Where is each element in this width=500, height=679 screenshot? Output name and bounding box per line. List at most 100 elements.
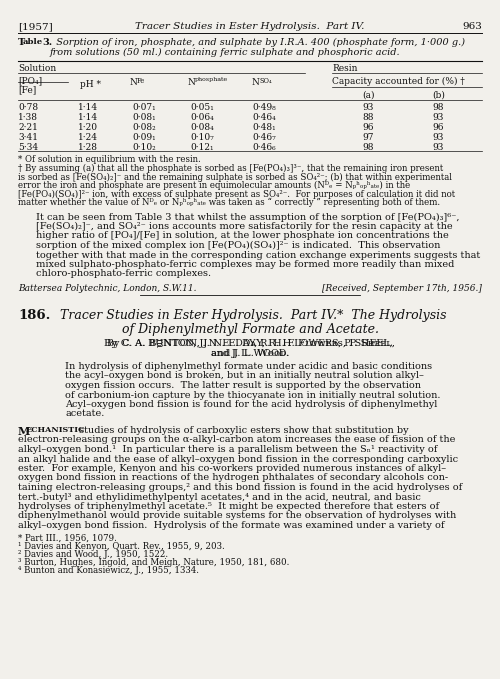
Text: and J. L. Wᴏᴏᴅ.: and J. L. Wᴏᴏᴅ. [211,349,289,358]
Text: It can be seen from Table 3 that whilst the assumption of the sorption of [Fe(PO: It can be seen from Table 3 that whilst … [36,213,460,221]
Text: taining electron-releasing groups,² and this bond fission is found in the acid h: taining electron-releasing groups,² and … [18,483,462,492]
Text: 98: 98 [432,103,444,112]
Text: 1·20: 1·20 [78,123,98,132]
Text: [Fe(PO₄)(SO₄)]²⁻ ion, with excess of sulphate present as SO₄²⁻.  For purposes of: [Fe(PO₄)(SO₄)]²⁻ ion, with excess of sul… [18,189,455,199]
Text: sorption of the mixed complex ion [Fe(PO₄)(SO₄)]²⁻ is indicated.  This observati: sorption of the mixed complex ion [Fe(PO… [36,241,440,250]
Text: 93: 93 [432,133,444,142]
Text: 93: 93 [432,143,444,152]
Text: By C. A. BUNTON, J. N. E. DAY, R. H. FLOWERS, P. SHEEL,: By C. A. BUNTON, J. N. E. DAY, R. H. FLO… [107,339,393,348]
Text: Sorption of iron, phosphate, and sulphate by I.R.A. 400 (phosphate form, 1·000 g: Sorption of iron, phosphate, and sulphat… [50,38,465,47]
Text: phosphate: phosphate [195,77,228,82]
Text: ² Davies and Wood, J., 1950, 1522.: ² Davies and Wood, J., 1950, 1522. [18,550,168,559]
Text: 0·48₁: 0·48₁ [252,123,276,132]
Text: is sorbed as [Fe(SO₄)₂]⁻ and the remaining sulphate is sorbed as SO₄²⁻; (b) that: is sorbed as [Fe(SO₄)₂]⁻ and the remaini… [18,172,452,181]
Text: 1·14: 1·14 [78,103,98,112]
Text: able: able [22,38,42,46]
Text: from solutions (50 ml.) containing ferric sulphate and phosphoric acid.: from solutions (50 ml.) containing ferri… [50,48,401,57]
Text: 1·24: 1·24 [78,133,98,142]
Text: 97: 97 [362,133,374,142]
Text: 0·78: 0·78 [18,103,38,112]
Text: By C. A. BᴟNTON, J. N. E. DᴀY, R. H. Fʟᴜᴡᴇʀs, P. Sʜᴇᴇʟ,: By C. A. BᴟNTON, J. N. E. DᴀY, R. H. Fʟᴜ… [104,339,396,348]
Text: 5·34: 5·34 [18,143,38,152]
Text: 0·49₈: 0·49₈ [252,103,276,112]
Text: ⁴ Bunton and Konasiewicz, J., 1955, 1334.: ⁴ Bunton and Konasiewicz, J., 1955, 1334… [18,566,199,575]
Text: N: N [252,78,260,87]
Text: acetate.: acetate. [65,409,104,418]
Text: † By assuming (a) that all the phosphate is sorbed as [Fe(PO₄)₃]³⁻, that the rem: † By assuming (a) that all the phosphate… [18,164,444,173]
Text: Tracer Studies in Ester Hydrolysis.  Part IV.*  The Hydrolysis: Tracer Studies in Ester Hydrolysis. Part… [60,309,446,322]
Text: Resin: Resin [332,64,357,73]
Text: the acyl–oxygen bond is broken, but in an initially neutral solution alkyl–: the acyl–oxygen bond is broken, but in a… [65,371,424,380]
Text: (a): (a) [362,91,374,100]
Text: 0·46₄: 0·46₄ [252,113,276,122]
Text: * Part III., 1956, 1079.: * Part III., 1956, 1079. [18,534,117,543]
Text: 0·08₂: 0·08₂ [132,123,156,132]
Text: Fe: Fe [137,77,145,85]
Text: higher ratio of [PO₄]/[Fe] in solution, at the lower phosphate ion concentration: higher ratio of [PO₄]/[Fe] in solution, … [36,232,449,240]
Text: chloro-phosphato-ferric complexes.: chloro-phosphato-ferric complexes. [36,270,211,278]
Text: SO₄: SO₄ [259,77,272,85]
Text: 0·46₆: 0·46₆ [252,143,276,152]
Text: oxygen fission occurs.  The latter result is supported by the observation: oxygen fission occurs. The latter result… [65,381,421,390]
Text: N: N [188,78,196,87]
Text: of Diphenylmethyl Formate and Acetate.: of Diphenylmethyl Formate and Acetate. [122,323,378,336]
Text: studies of hydrolysis of carboxylic esters show that substitution by: studies of hydrolysis of carboxylic este… [76,426,408,435]
Text: 3.: 3. [42,38,52,47]
Text: 0·12₁: 0·12₁ [190,143,214,152]
Text: 0·09₁: 0·09₁ [132,133,156,142]
Text: and J. L. WOOD.: and J. L. WOOD. [211,349,289,358]
Text: [Fe]: [Fe] [18,85,36,94]
Text: (b): (b) [432,91,445,100]
Text: electron-releasing groups on the α-alkyl-carbon atom increases the ease of fissi: electron-releasing groups on the α-alkyl… [18,435,456,445]
Text: ECHANISTIC: ECHANISTIC [26,426,85,434]
Text: [Received, September 17th, 1956.]: [Received, September 17th, 1956.] [322,284,482,293]
Text: tert.-butyl³ and ethylidimethylpentyl acetates,⁴ and in the acid, neutral, and b: tert.-butyl³ and ethylidimethylpentyl ac… [18,492,421,502]
Text: 1·14: 1·14 [78,113,98,122]
Text: 2·21: 2·21 [18,123,38,132]
Text: 96: 96 [432,123,444,132]
Text: 0·06₄: 0·06₄ [190,113,214,122]
Text: 0·46₇: 0·46₇ [252,133,276,142]
Text: 0·05₁: 0·05₁ [190,103,214,112]
Text: T: T [18,38,25,47]
Text: oxygen bond fission in reactions of the hydrogen phthalates of secondary alcohol: oxygen bond fission in reactions of the … [18,473,448,483]
Text: [1957]: [1957] [18,22,53,31]
Text: * Of solution in equilibrium with the resin.: * Of solution in equilibrium with the re… [18,155,201,164]
Text: Battersea Polytechnic, London, S.W.11.: Battersea Polytechnic, London, S.W.11. [18,284,197,293]
Text: 0·10₂: 0·10₂ [132,143,156,152]
Text: 0·08₄: 0·08₄ [190,123,214,132]
Text: alkyl–oxygen bond.¹  In particular there is a parallelism between the Sₙ¹ reacti: alkyl–oxygen bond.¹ In particular there … [18,445,438,454]
Text: [PO₄]: [PO₄] [18,76,42,85]
Text: 1·38: 1·38 [18,113,38,122]
Text: Tracer Studies in Ester Hydrolysis.  Part IV.: Tracer Studies in Ester Hydrolysis. Part… [136,22,364,31]
Text: diphenylmethanol would provide suitable systems for the observation of hydrolyse: diphenylmethanol would provide suitable … [18,511,456,521]
Text: 0·08₁: 0·08₁ [132,113,156,122]
Text: 186.: 186. [18,309,50,322]
Text: 96: 96 [362,123,374,132]
Text: ester.  For example, Kenyon and his co-workers provided numerous instances of al: ester. For example, Kenyon and his co-wo… [18,464,446,473]
Text: pH *: pH * [80,80,101,89]
Text: 963: 963 [462,22,482,31]
Text: Solution: Solution [18,64,56,73]
Text: 1·28: 1·28 [78,143,98,152]
Text: 0·10₇: 0·10₇ [190,133,214,142]
Text: N: N [130,78,138,87]
Text: mixed sulphato-phosphato-ferric complexes may be formed more readily than mixed: mixed sulphato-phosphato-ferric complexe… [36,260,455,269]
Text: together with that made in the corresponding cation exchange experiments suggest: together with that made in the correspon… [36,251,480,259]
Text: [Fe(SO₄)₂]⁻, and SO₄²⁻ ions accounts more satisfactorily for the resin capacity : [Fe(SO₄)₂]⁻, and SO₄²⁻ ions accounts mor… [36,222,453,231]
Text: 93: 93 [362,103,374,112]
Text: alkyl–oxygen bond fission.  Hydrolysis of the formate was examined under a varie: alkyl–oxygen bond fission. Hydrolysis of… [18,521,444,530]
Text: Acyl–oxygen bond fission is found for the acid hydrolysis of diphenylmethyl: Acyl–oxygen bond fission is found for th… [65,400,438,409]
Text: error the iron and phosphate are present in equimolecular amounts (Nᴰₑ = Nₚʰₒₚʰₐ: error the iron and phosphate are present… [18,181,410,190]
Text: 93: 93 [432,113,444,122]
Text: M: M [18,426,30,437]
Text: ³ Burton, Hughes, Ingold, and Meigh, Nature, 1950, 181, 680.: ³ Burton, Hughes, Ingold, and Meigh, Nat… [18,558,289,567]
Text: hydrolyses of triphenylmethyl acetate.⁵  It might be expected therefore that est: hydrolyses of triphenylmethyl acetate.⁵ … [18,502,439,511]
Text: of carbonium-ion capture by the thiocyanate ion in initially neutral solution.: of carbonium-ion capture by the thiocyan… [65,390,440,399]
Text: 88: 88 [362,113,374,122]
Text: In hydrolysis of diphenylmethyl formate under acidic and basic conditions: In hydrolysis of diphenylmethyl formate … [65,362,432,371]
Text: Capacity accounted for (%) †: Capacity accounted for (%) † [332,77,465,86]
Text: 3·41: 3·41 [18,133,38,142]
Text: an alkyl halide and the ease of alkyl–oxygen bond fission in the corresponding c: an alkyl halide and the ease of alkyl–ox… [18,454,458,464]
Text: 98: 98 [362,143,374,152]
